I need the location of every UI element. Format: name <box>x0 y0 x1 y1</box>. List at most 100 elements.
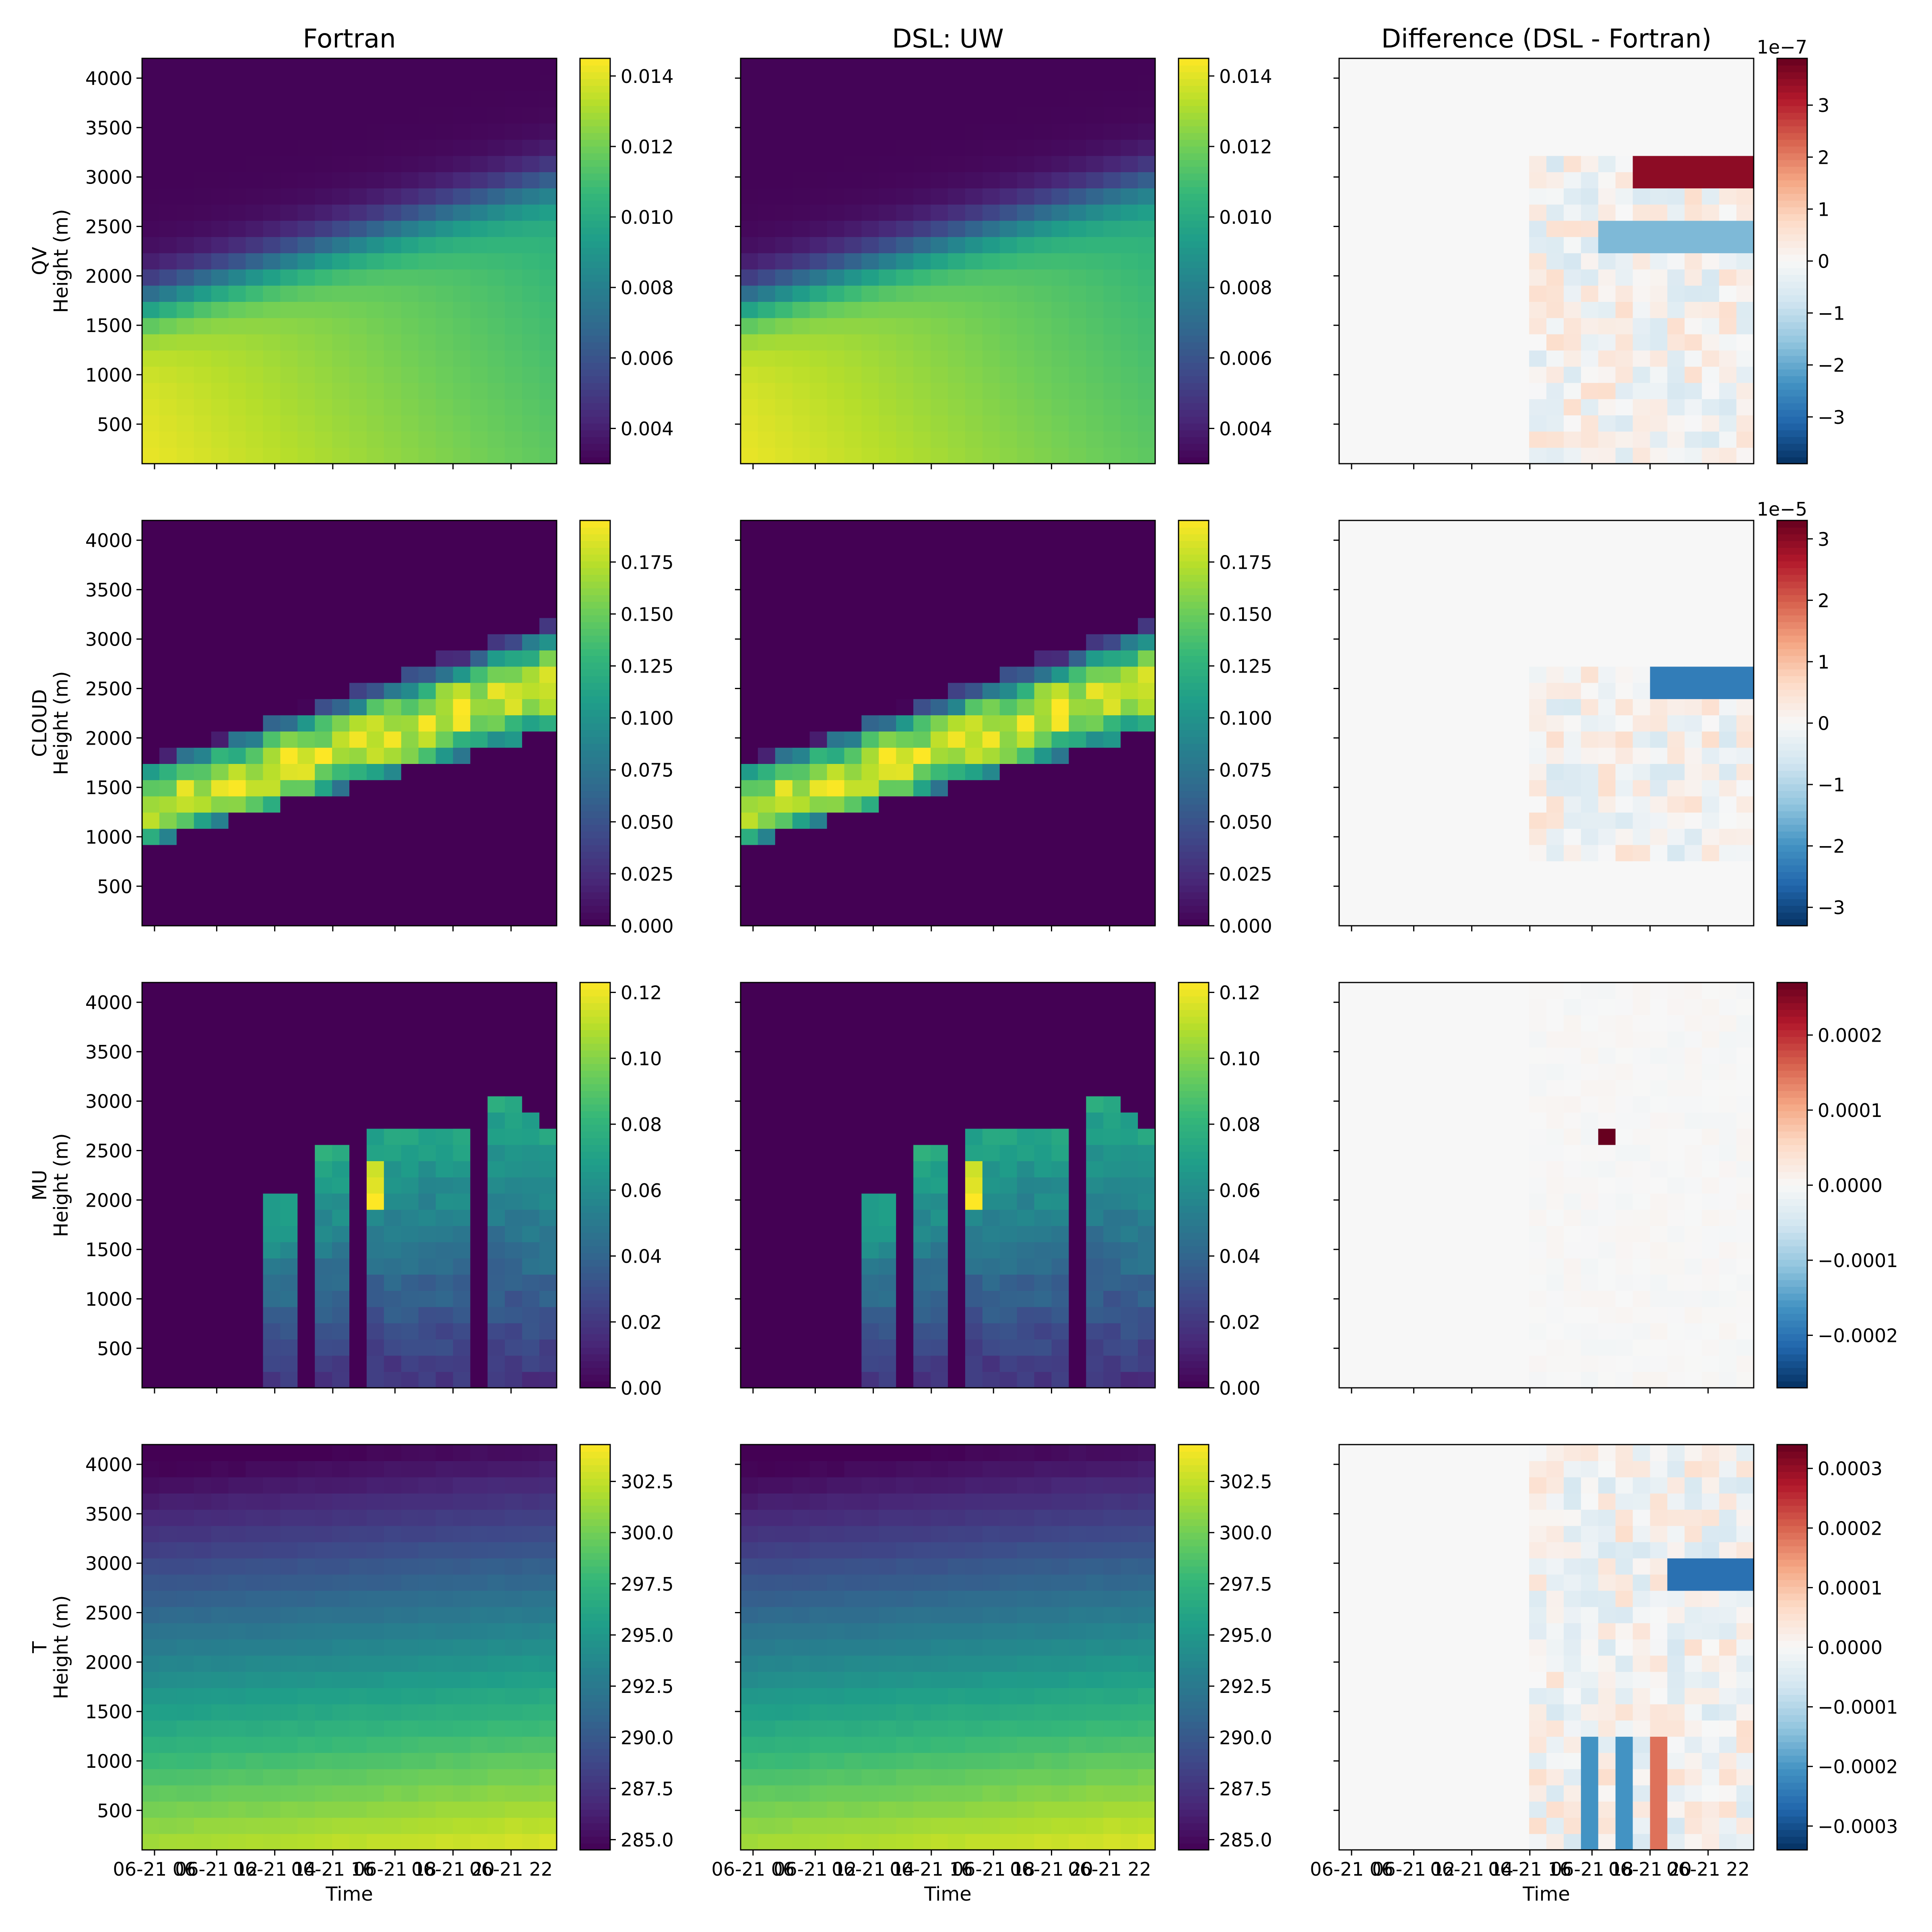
heatmap-cell <box>539 155 557 172</box>
heatmap-cell <box>142 91 160 107</box>
heatmap-cell <box>384 1242 402 1259</box>
heatmap-cell <box>228 139 246 156</box>
colorbar-segment <box>580 180 610 187</box>
heatmap-cell <box>1546 520 1564 537</box>
colorbar-segment <box>1777 166 1807 174</box>
heatmap-cell <box>792 1080 810 1096</box>
colorbar-segment <box>580 1009 610 1017</box>
heatmap-cell <box>1460 447 1478 464</box>
heatmap-cell <box>1408 415 1426 432</box>
heatmap-cell <box>366 253 384 270</box>
colorbar-segment <box>580 443 610 451</box>
heatmap-cell <box>1086 844 1104 861</box>
heatmap-cell <box>809 74 828 91</box>
colorbar-segment <box>580 1246 610 1253</box>
heatmap-cell <box>913 91 931 107</box>
heatmap-cell <box>1684 780 1703 797</box>
colorbar-segment <box>1179 173 1209 181</box>
heatmap-cell <box>1736 220 1754 237</box>
heatmap-cell <box>861 537 879 553</box>
heatmap-cell <box>228 634 246 651</box>
heatmap-cell <box>741 253 758 270</box>
heatmap-cell <box>809 1290 828 1307</box>
heatmap-cell <box>741 812 758 829</box>
heatmap-cell <box>332 812 350 829</box>
heatmap-cell <box>1103 107 1121 124</box>
heatmap-cell <box>965 796 983 813</box>
heatmap-cell <box>1017 334 1035 351</box>
heatmap-cell <box>142 828 160 845</box>
heatmap-cell <box>1069 861 1087 877</box>
heatmap-cell <box>418 1307 436 1323</box>
heatmap-cell <box>1356 318 1374 334</box>
heatmap-cell <box>1443 764 1461 780</box>
heatmap-cell <box>539 617 557 634</box>
colorbar-segment <box>580 898 610 906</box>
colorbar-segment <box>580 912 610 920</box>
heatmap-cell <box>142 520 160 537</box>
heatmap-cell <box>1086 650 1104 667</box>
heatmap-cell <box>315 253 332 270</box>
heatmap-cell <box>1443 731 1461 748</box>
heatmap-cell <box>297 747 315 764</box>
heatmap-cell <box>931 601 948 618</box>
heatmap-cell <box>931 204 948 221</box>
heatmap-cell <box>401 585 419 602</box>
heatmap-cell <box>1615 415 1633 432</box>
heatmap-cell <box>1563 139 1581 156</box>
heatmap-cell <box>332 715 350 732</box>
heatmap-cell <box>487 877 506 894</box>
heatmap-cell <box>1529 350 1547 367</box>
colorbar-tick-label: 3 <box>1818 95 1829 116</box>
heatmap-cell <box>176 909 194 926</box>
colorbar-segment <box>580 409 610 417</box>
heatmap-cell <box>1512 601 1530 618</box>
heatmap-cell <box>1633 569 1651 586</box>
heatmap-cell <box>1650 318 1668 334</box>
heatmap-cell <box>228 1258 246 1275</box>
heatmap-cell <box>401 382 419 399</box>
heatmap-cell <box>1581 139 1599 156</box>
heatmap-cell <box>948 634 966 651</box>
heatmap-cell <box>1684 366 1703 383</box>
heatmap-cell <box>1460 682 1478 699</box>
heatmap-cell <box>142 1323 160 1340</box>
heatmap-cell <box>487 1080 506 1096</box>
heatmap-cell <box>1356 764 1374 780</box>
heatmap-cell <box>1408 569 1426 586</box>
heatmap-cell <box>1339 415 1357 432</box>
heatmap-cell <box>758 1307 776 1323</box>
heatmap-cell <box>228 431 246 448</box>
heatmap-cell <box>1667 301 1685 318</box>
heatmap-cell <box>1408 301 1426 318</box>
heatmap-cell <box>1339 747 1357 764</box>
heatmap-cell <box>194 682 212 699</box>
heatmap-cell <box>1615 74 1633 91</box>
heatmap-cell <box>1121 731 1138 748</box>
colorbar-segment <box>1179 811 1209 818</box>
heatmap-cell <box>228 1307 246 1323</box>
heatmap-cell <box>176 812 194 829</box>
heatmap-cell <box>505 253 522 270</box>
colorbar-segment <box>1179 831 1209 838</box>
heatmap-cell <box>436 237 454 254</box>
heatmap-cell <box>931 893 948 910</box>
colorbar-segment <box>1777 804 1807 811</box>
heatmap-cell <box>1512 269 1530 286</box>
heatmap-cell <box>1103 91 1121 107</box>
heatmap-cell <box>809 1226 828 1243</box>
heatmap-cell <box>1391 366 1409 383</box>
heatmap-cell <box>539 220 557 237</box>
heatmap-cell <box>142 553 160 570</box>
heatmap-cell <box>1034 58 1052 75</box>
heatmap-cell <box>436 715 454 732</box>
heatmap-cell <box>999 447 1018 464</box>
heatmap-cell <box>1494 634 1512 651</box>
heatmap-cell <box>1529 366 1547 383</box>
heatmap-cell <box>1425 877 1443 894</box>
heatmap-cell <box>1339 431 1357 448</box>
heatmap-cell <box>401 318 419 334</box>
heatmap-cell <box>1719 682 1737 699</box>
heatmap-cell <box>436 415 454 432</box>
heatmap-cell <box>861 747 879 764</box>
